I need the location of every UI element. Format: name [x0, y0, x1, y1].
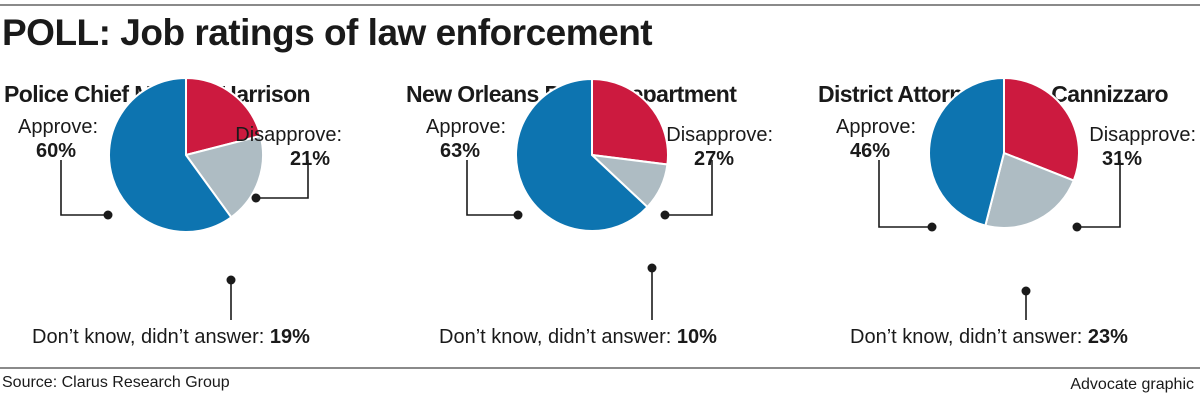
label-disapprove: Disapprove: [1089, 124, 1196, 146]
pie-panel-cannizzaro: District Attorney Leon Cannizzaro Approv… [818, 76, 1196, 348]
leader-disapprove [1077, 160, 1121, 228]
label-approve: Approve: [836, 116, 916, 138]
dot-approve [513, 210, 523, 220]
leader-approve [60, 160, 108, 216]
pie-slice-dont-know [984, 151, 1076, 229]
dot-disapprove [660, 210, 670, 220]
leader-lines [60, 160, 309, 320]
label-disapprove: Disapprove: [235, 124, 342, 146]
value-approve: 63% [440, 140, 480, 162]
leader-lines [466, 160, 713, 320]
pie-chart [515, 77, 669, 232]
label-dont-know: Don’t know, didn’t answer: 23% [850, 326, 1128, 348]
graphic-credit: Advocate graphic [1070, 376, 1194, 393]
label-dont-know: Don’t know, didn’t answer: 19% [32, 326, 310, 348]
label-approve: Approve: [426, 116, 506, 138]
value-approve: 46% [850, 140, 890, 162]
dot-dont-know [226, 275, 236, 285]
leader-dots [927, 222, 1082, 296]
dot-dont-know [647, 263, 657, 273]
pie-slice-disapprove [1003, 76, 1080, 182]
leader-approve [878, 160, 932, 228]
dot-approve [103, 210, 113, 220]
value-disapprove: 27% [694, 148, 734, 170]
value-disapprove: 21% [290, 148, 330, 170]
leader-lines [878, 160, 1121, 320]
pie-chart [928, 76, 1080, 229]
bottom-rule [0, 367, 1200, 369]
pie-slice-approve [515, 77, 649, 232]
dot-approve [927, 222, 937, 232]
label-dont-know: Don’t know, didn’t answer: 10% [439, 326, 717, 348]
leader-approve [466, 160, 518, 216]
label-approve: Approve: [18, 116, 98, 138]
label-disapprove: Disapprove: [666, 124, 773, 146]
leader-dots [513, 210, 670, 273]
pie-panel-nopd: New Orleans Police Department Approve: 6… [406, 77, 773, 348]
value-disapprove: 31% [1102, 148, 1142, 170]
pie-slice-approve [928, 76, 1005, 227]
pie-panel-harrison: Police Chief Michael Harrison Approve: 6… [4, 76, 342, 348]
pie-slice-disapprove [591, 77, 669, 166]
pie-slice-disapprove [185, 76, 262, 157]
dot-disapprove [251, 193, 261, 203]
pie-slice-dont-know [184, 134, 264, 219]
top-rule [0, 4, 1200, 6]
value-approve: 60% [36, 140, 76, 162]
source-note: Source: Clarus Research Group [2, 374, 230, 391]
pie-slice-approve [108, 76, 233, 233]
headline: POLL: Job ratings of law enforcement [2, 12, 653, 53]
dot-dont-know [1021, 286, 1031, 296]
pie-chart [108, 76, 264, 233]
leader-disapprove [665, 160, 713, 216]
dot-disapprove [1072, 222, 1082, 232]
leader-disapprove [256, 160, 309, 199]
leader-dots [103, 193, 261, 285]
